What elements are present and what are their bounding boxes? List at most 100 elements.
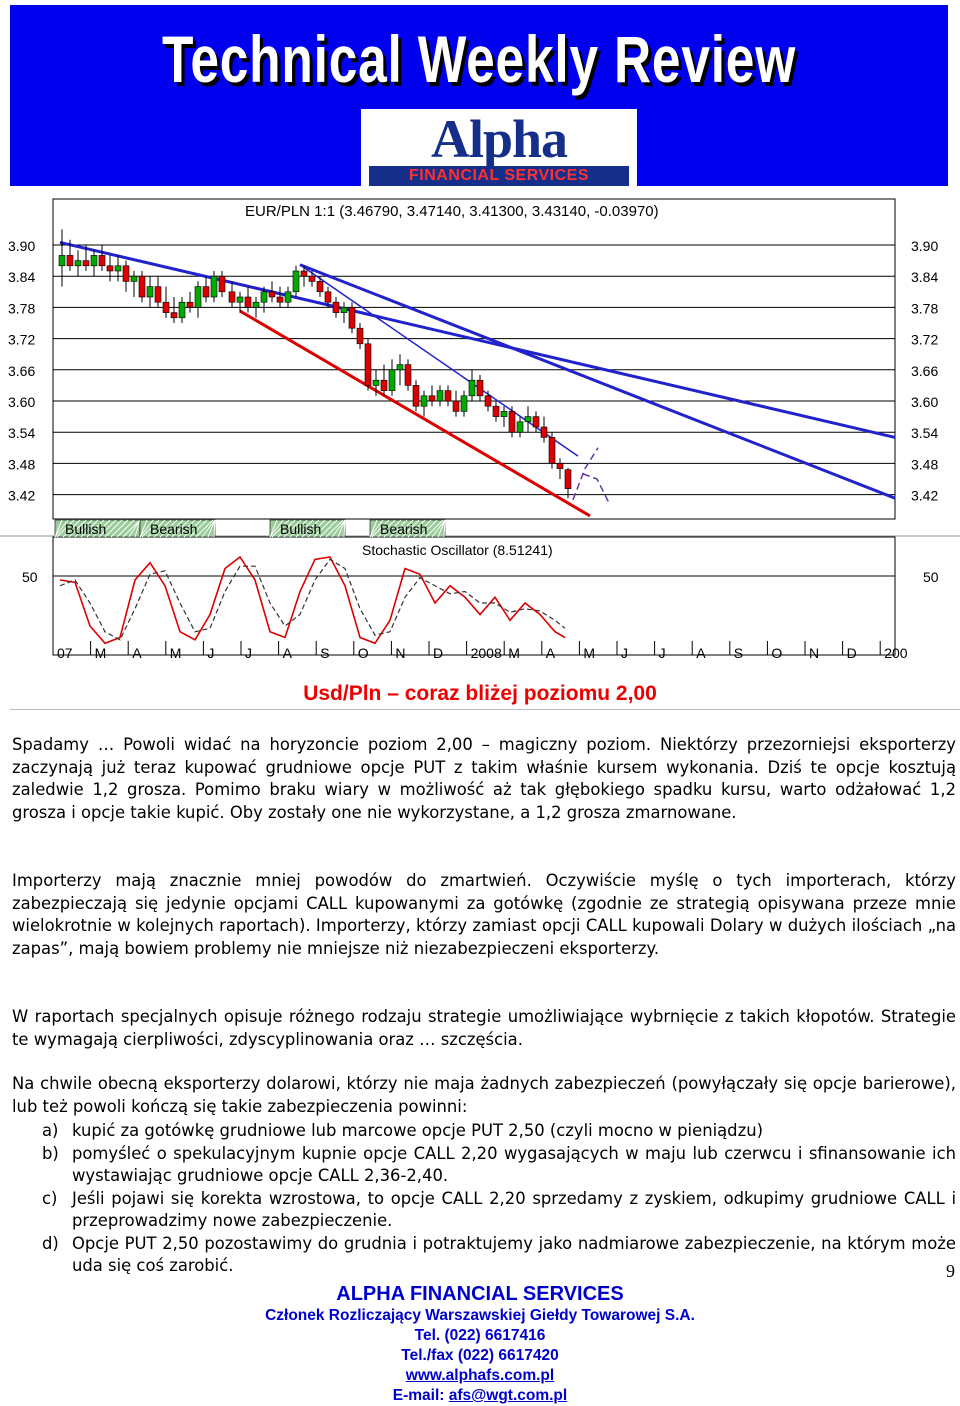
signal-hatch [213, 519, 216, 538]
signal-hatch [139, 519, 154, 538]
candle-body [228, 291, 236, 303]
candle-body [252, 301, 260, 308]
month-label: J [245, 645, 252, 661]
candle-body [356, 327, 364, 345]
signal-hatch [54, 519, 69, 538]
candle-body [548, 437, 556, 464]
candle-body [292, 270, 300, 293]
chart-header: EUR/PLN 1:1 (3.46790, 3.47140, 3.41300, … [245, 203, 659, 220]
signal-hatch [401, 519, 420, 538]
candle-body [244, 296, 252, 308]
candle-body [468, 379, 476, 397]
signal-label: Bullish [280, 521, 321, 537]
candle-body [564, 469, 572, 489]
email-link[interactable]: afs@wgt.com.pl [448, 1387, 568, 1404]
candle-body [130, 275, 138, 282]
signal-hatch [128, 519, 141, 538]
month-label: 200 [884, 645, 908, 661]
month-label: 2008 [471, 645, 502, 661]
candle-body [98, 255, 106, 267]
y-tick-label: 3.60 [911, 394, 938, 410]
month-label: D [433, 645, 443, 661]
signal-hatch [92, 519, 111, 538]
signal-hatch [195, 519, 214, 538]
candle-body [146, 286, 154, 298]
candle-body [122, 265, 130, 282]
month-label: N [809, 645, 819, 661]
signal-hatch [369, 519, 384, 538]
candle-body [516, 421, 524, 433]
candle-body [106, 265, 114, 272]
logo-wordmark: Alpha [430, 109, 568, 169]
signal-hatch [383, 519, 402, 538]
signal-hatch [165, 519, 184, 538]
paragraph-3: W raportach specjalnych opisuje różnego … [12, 1007, 956, 1049]
candle-body [268, 291, 276, 298]
signal-hatch [307, 519, 326, 538]
signal-hatch [289, 519, 308, 538]
candle-body [114, 265, 122, 272]
signal-hatch [331, 519, 346, 538]
signal-hatch [419, 519, 438, 538]
month-label: A [696, 645, 706, 661]
signal-hatch [283, 519, 302, 538]
candle-body [372, 379, 380, 386]
website-link[interactable]: www.alphafs.com.pl [405, 1367, 555, 1384]
signal-hatch [62, 519, 81, 538]
footer-company: ALPHA FINANCIAL SERVICES [336, 1283, 624, 1305]
signal-hatch [377, 519, 396, 538]
candle-body [260, 291, 268, 303]
candle-body [202, 286, 210, 298]
candle-body [532, 416, 540, 428]
candle-body [396, 364, 404, 371]
stoch-tick-right: 50 [923, 569, 939, 585]
month-label: M [508, 645, 520, 661]
y-tick-label: 3.90 [911, 238, 938, 254]
signal-hatch [369, 519, 378, 538]
resistance-line-2 [299, 263, 896, 500]
signal-label: Bearish [150, 521, 197, 537]
signal-hatch [343, 519, 346, 538]
candle-body [66, 255, 74, 267]
candle-body [162, 301, 170, 313]
stoch-tick-left: 50 [22, 569, 38, 585]
forecast-line [582, 473, 611, 506]
month-label: S [320, 645, 329, 661]
candle-body [154, 286, 162, 303]
signal-hatch [177, 519, 196, 538]
candle-body [74, 260, 82, 267]
article-heading: Usd/Pln – coraz bliżej poziomu 2,00 [303, 682, 657, 705]
month-label: O [358, 645, 369, 661]
eurpln-chart: 3.90 3.84 3.78 3.72 3.66 3.60 3.54 3.48 3.42 3.9… [0, 198, 960, 661]
month-label: A [283, 645, 293, 661]
candle-body [460, 395, 468, 412]
candle-body [340, 307, 348, 313]
candle-body [236, 296, 244, 303]
signal-hatch [271, 519, 290, 538]
signal-hatch [122, 519, 141, 538]
signal-hatch [325, 519, 344, 538]
signal-hatch [54, 519, 63, 538]
candle-body [444, 390, 452, 402]
candle-body [316, 281, 324, 293]
paragraph-2: Importerzy mają znacznie mniej powodów d… [12, 871, 956, 958]
signal-label: Bearish [380, 521, 427, 537]
candle-body [178, 301, 186, 319]
candle-body [138, 275, 146, 298]
month-label: M [583, 645, 595, 661]
signal-hatch [269, 519, 278, 538]
footer: ALPHA FINANCIAL SERVICES Członek Rozlicz… [0, 1282, 960, 1406]
candle-body [186, 301, 194, 308]
candle-body [524, 416, 532, 423]
candle-body [90, 255, 98, 267]
candle-body [284, 291, 292, 303]
candle-body [332, 301, 340, 313]
signal-hatch [337, 519, 346, 538]
recommendation-list: a) kupić za gotówkę grudniowe lub marcowe… [12, 1120, 956, 1278]
signal-hatch [171, 519, 190, 538]
signal-hatch [395, 519, 414, 538]
month-label: M [95, 645, 107, 661]
signal-hatch [139, 519, 148, 538]
signal-hatch [437, 519, 446, 538]
y-tick-label: 3.84 [8, 269, 35, 285]
